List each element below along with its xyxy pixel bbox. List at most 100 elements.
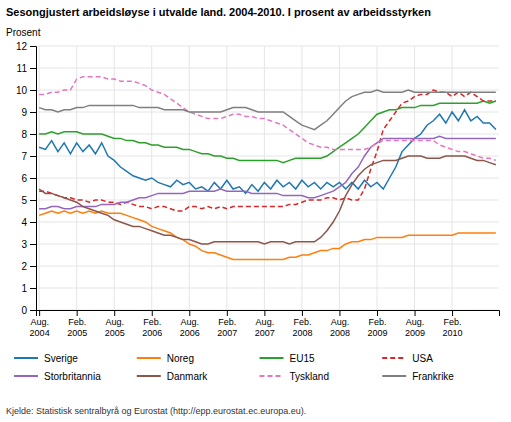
y-axis-line xyxy=(30,47,37,311)
y-tick-label: 12 xyxy=(16,41,28,52)
series-line xyxy=(39,136,496,209)
y-tick-label: 4 xyxy=(21,217,27,228)
x-tick-label-line: Feb. xyxy=(368,317,386,327)
legend-swatch xyxy=(382,375,406,377)
x-grid-line xyxy=(76,46,77,310)
x-tick-label-line: Aug. xyxy=(256,317,275,327)
x-tick-label: Aug.2005 xyxy=(105,317,125,337)
y-tick-mark xyxy=(30,310,36,311)
series-line xyxy=(39,156,496,244)
y-tick-label: 0 xyxy=(21,305,27,316)
series-line xyxy=(39,90,496,130)
x-tick-label-line: Aug. xyxy=(331,317,350,327)
x-tick: Feb.2007 xyxy=(217,310,237,338)
y-grid-line xyxy=(36,134,499,135)
x-tick-label-line: Aug. xyxy=(105,317,124,327)
legend-swatch xyxy=(260,375,284,377)
x-tick-mark xyxy=(415,310,416,316)
x-grid-line xyxy=(376,46,377,310)
y-tick: 1 xyxy=(21,283,36,294)
x-tick: Aug.2006 xyxy=(180,310,200,338)
y-tick-label: 11 xyxy=(17,63,28,74)
y-tick: 12 xyxy=(16,41,36,52)
y-tick: 8 xyxy=(21,129,36,140)
legend-swatch xyxy=(260,357,284,359)
y-tick-mark xyxy=(30,244,36,245)
x-tick-mark xyxy=(114,310,115,316)
x-tick-mark xyxy=(39,310,40,316)
y-tick: 5 xyxy=(21,195,36,206)
legend-label: Danmark xyxy=(167,371,209,382)
y-tick-label: 5 xyxy=(21,195,27,206)
x-tick: Feb.2006 xyxy=(142,310,162,338)
x-tick-label-line: 2009 xyxy=(405,328,425,338)
x-tick-label-line: Feb. xyxy=(143,317,161,327)
x-tick-label-line: 2005 xyxy=(67,328,87,338)
x-grid-line xyxy=(39,46,40,310)
y-tick-mark xyxy=(30,112,36,113)
x-axis-line xyxy=(37,311,500,317)
y-tick-mark xyxy=(30,156,36,157)
y-tick-label: 2 xyxy=(21,261,27,272)
y-tick-mark xyxy=(30,68,36,69)
x-tick-label-line: 2006 xyxy=(180,328,200,338)
x-tick-mark xyxy=(77,310,78,316)
y-tick-mark xyxy=(30,90,36,91)
y-tick-mark xyxy=(30,266,36,267)
x-tick-label-line: 2010 xyxy=(443,328,463,338)
series-line xyxy=(39,90,496,211)
x-tick-mark xyxy=(189,310,190,316)
x-tick-label: Aug.2008 xyxy=(330,317,350,337)
legend-label: Frankrike xyxy=(412,371,454,382)
x-tick-mark xyxy=(452,310,453,316)
x-tick-label-line: Feb. xyxy=(293,317,311,327)
y-tick: 6 xyxy=(21,173,36,184)
x-tick-label-line: 2007 xyxy=(217,328,237,338)
legend-item: USA xyxy=(382,353,433,364)
y-grid-line xyxy=(36,46,499,47)
x-tick-label: Feb.2008 xyxy=(292,317,312,337)
y-grid-line xyxy=(36,200,499,201)
x-tick-label: Feb.2007 xyxy=(217,317,237,337)
legend-item: Sverige xyxy=(14,353,78,364)
legend-label: Tyskland xyxy=(290,371,329,382)
y-grid-line xyxy=(36,222,499,223)
y-grid-line xyxy=(36,288,499,289)
x-axis: Aug.2004Feb.2005Aug.2005Feb.2006Aug.2006… xyxy=(30,310,500,338)
legend-label: Noreg xyxy=(167,353,194,364)
y-axis: 0123456789101112 xyxy=(16,41,37,316)
legend-swatch xyxy=(14,357,38,359)
annotation: Kjelde: Statistisk sentralbyrå og Eurost… xyxy=(6,406,306,416)
x-grid-line xyxy=(226,46,227,310)
legend-item: Tyskland xyxy=(260,371,329,382)
x-tick-label-line: Aug. xyxy=(181,317,200,327)
x-tick: Aug.2009 xyxy=(405,310,425,338)
x-tick: Feb.2009 xyxy=(367,310,387,338)
grid xyxy=(36,46,499,310)
x-tick-label-line: 2004 xyxy=(30,328,50,338)
y-grid-line xyxy=(36,68,499,69)
y-tick: 7 xyxy=(21,151,36,162)
x-tick: Feb.2008 xyxy=(292,310,312,338)
x-tick-mark xyxy=(377,310,378,316)
legend-item: Storbritannia xyxy=(14,371,101,382)
y-tick: 11 xyxy=(17,63,36,74)
x-grid-line xyxy=(301,46,302,310)
y-tick-mark xyxy=(30,222,36,223)
y-tick-mark xyxy=(30,288,36,289)
x-grid-line xyxy=(114,46,115,310)
y-tick: 4 xyxy=(21,217,36,228)
x-tick-mark xyxy=(227,310,228,316)
y-tick-label: 3 xyxy=(21,239,27,250)
legend-item: Frankrike xyxy=(382,371,454,382)
y-tick-label: 7 xyxy=(21,151,27,162)
y-tick-mark xyxy=(30,178,36,179)
x-tick-label-line: 2008 xyxy=(330,328,350,338)
legend-item: Noreg xyxy=(137,353,194,364)
x-tick-label-line: 2005 xyxy=(105,328,125,338)
x-tick-label-line: Aug. xyxy=(30,317,49,327)
y-tick-label: 6 xyxy=(21,173,27,184)
x-tick: Feb.2005 xyxy=(67,310,87,338)
y-tick-label: 9 xyxy=(21,107,27,118)
y-grid-line xyxy=(36,90,499,91)
